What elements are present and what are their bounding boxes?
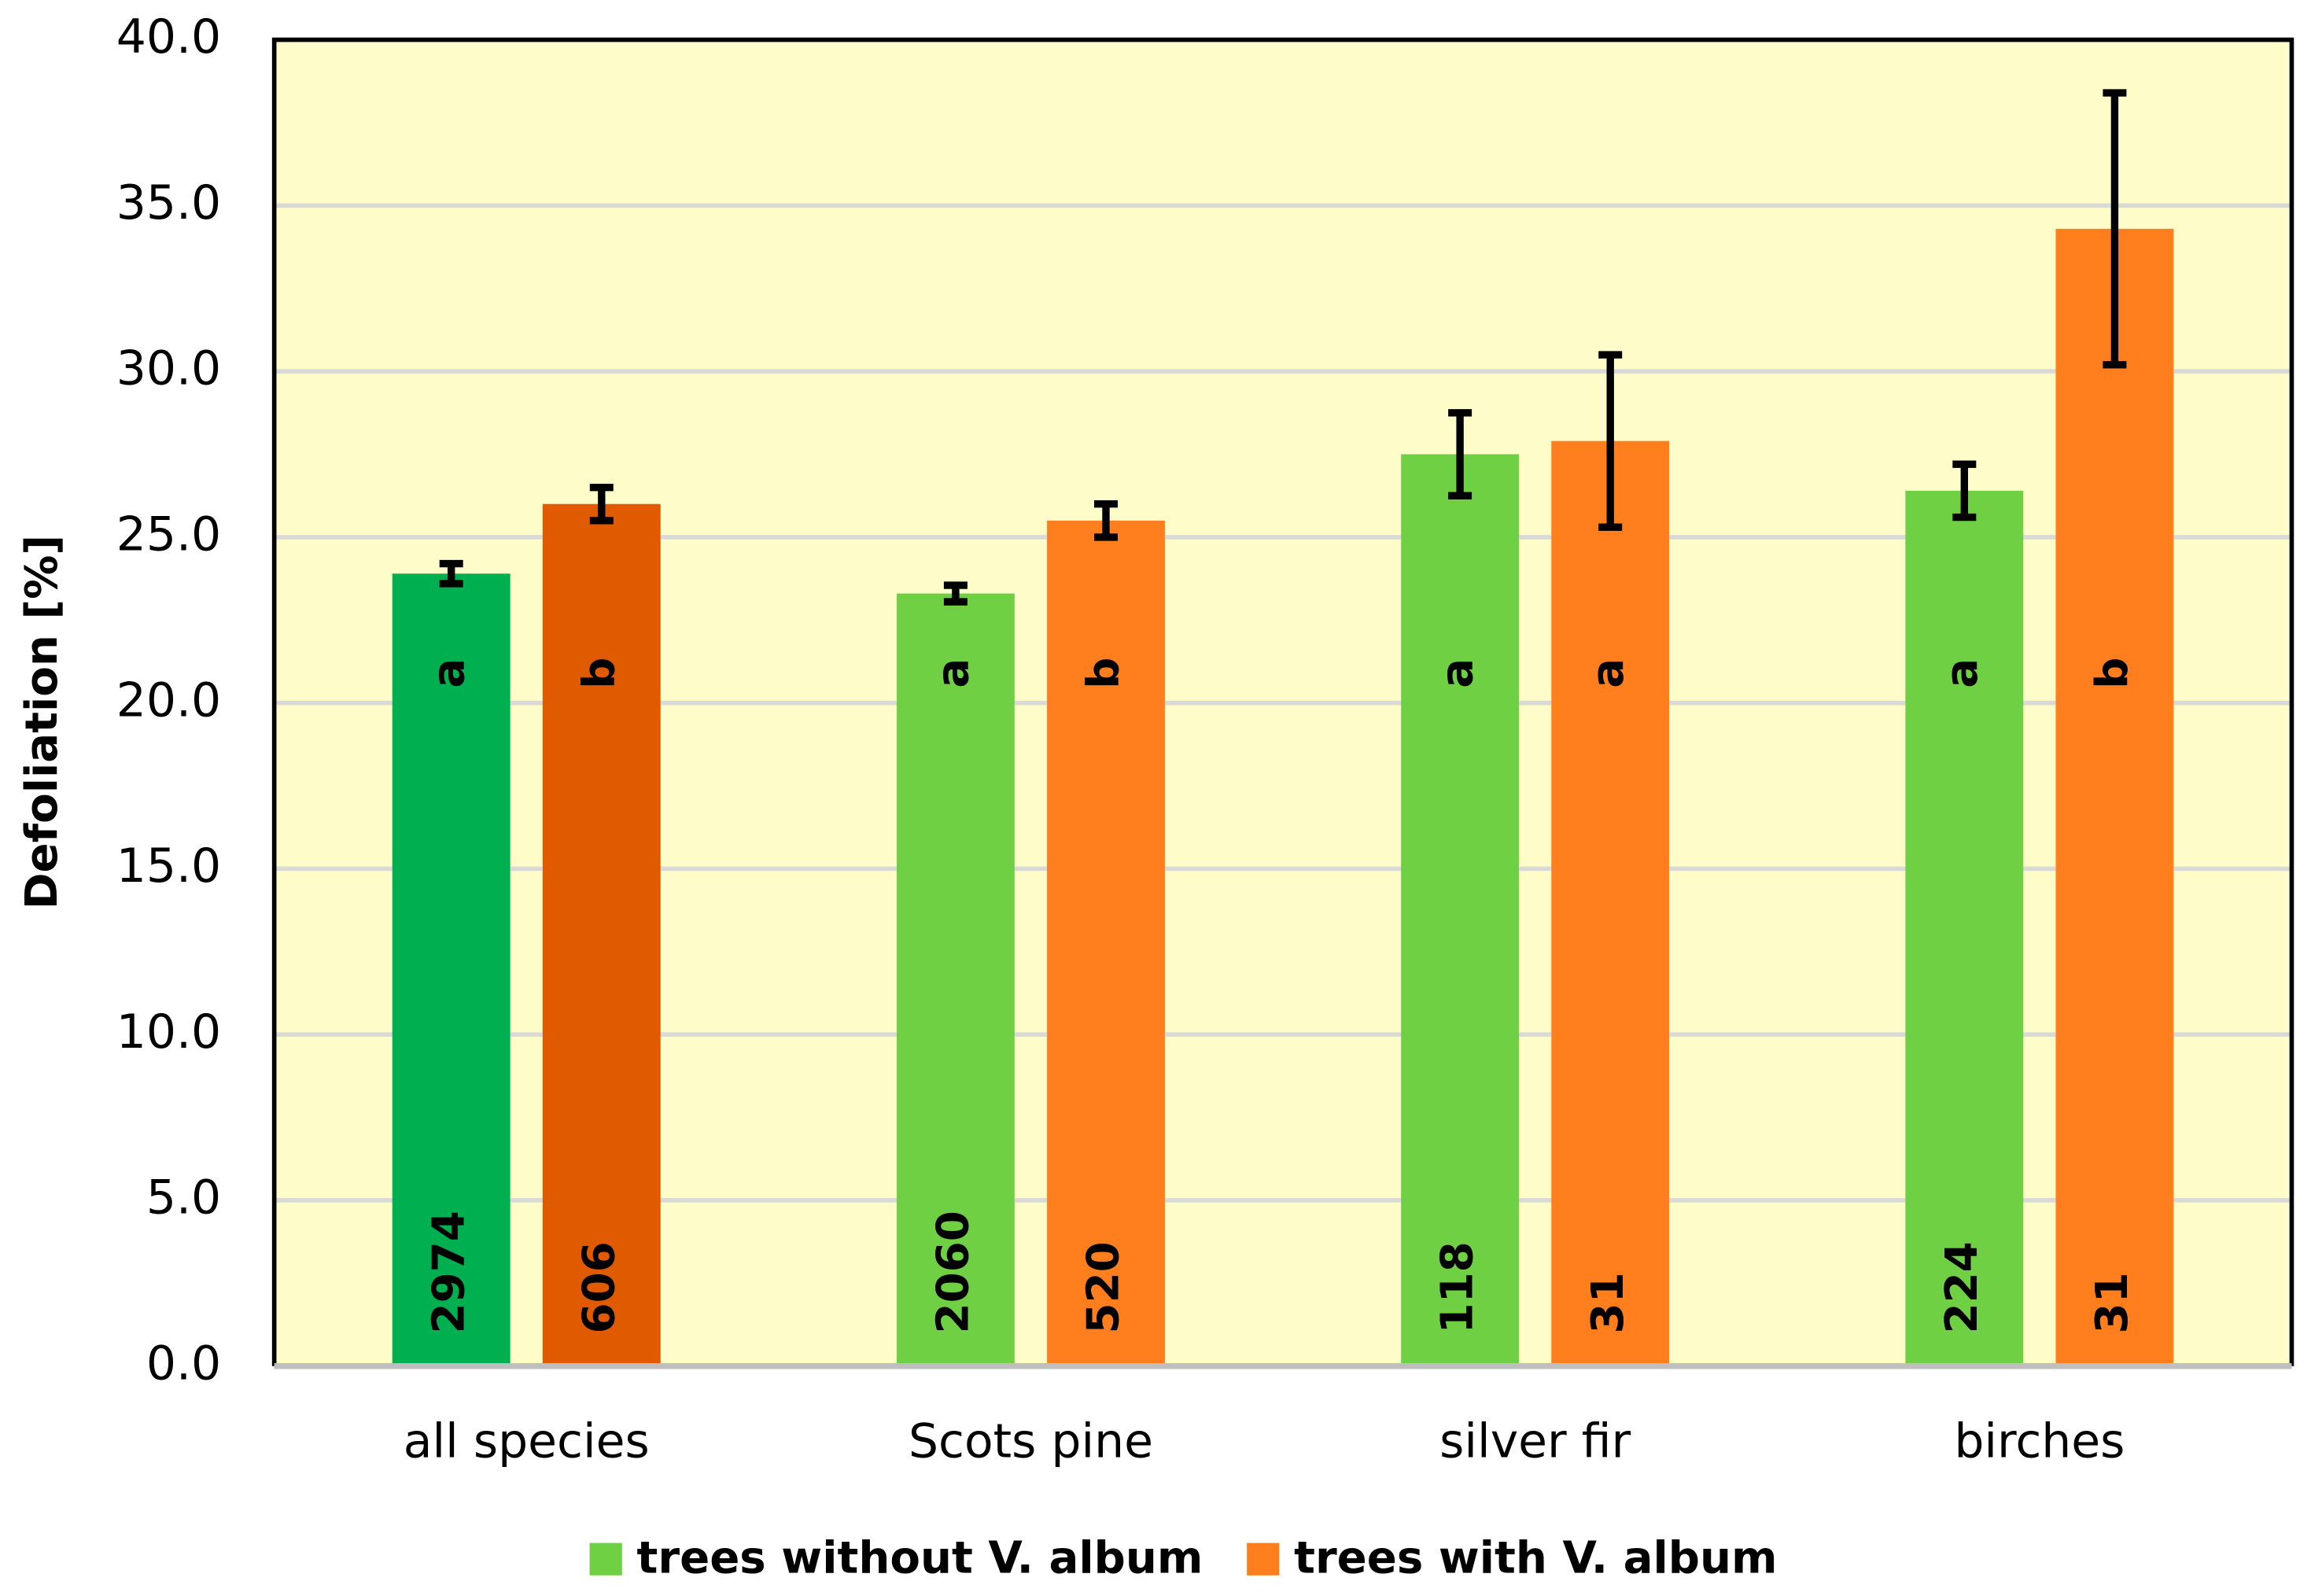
error-bar	[589, 483, 614, 525]
bar	[392, 573, 510, 1366]
error-bar	[439, 559, 463, 588]
legend-label: trees without V. album	[637, 1533, 1203, 1584]
y-tick-label: 0.0	[146, 1336, 221, 1391]
y-tick-label: 10.0	[116, 1004, 221, 1060]
y-tick-label: 30.0	[116, 341, 221, 396]
y-tick-label: 25.0	[116, 507, 221, 562]
bar	[1047, 520, 1165, 1366]
x-tick-label: birches	[1954, 1414, 2125, 1469]
sample-size: 31	[1583, 1272, 1634, 1333]
legend-swatch	[589, 1543, 622, 1576]
error-bar	[1952, 460, 1977, 522]
bar	[2055, 228, 2174, 1366]
significance-letter: a	[1937, 658, 1988, 688]
error-bar	[1094, 500, 1118, 541]
error-bar	[1598, 351, 1623, 531]
y-axis-title: Defoliation [%]	[17, 535, 68, 909]
bar	[542, 503, 661, 1366]
significance-letter: a	[423, 658, 474, 688]
bar	[896, 593, 1015, 1366]
y-tick-label: 35.0	[116, 175, 221, 230]
x-tick-label: Scots pine	[909, 1414, 1153, 1469]
sample-size: 31	[2087, 1272, 2138, 1333]
y-tick-label: 20.0	[116, 673, 221, 728]
significance-letter: b	[2087, 658, 2138, 689]
y-tick-label: 15.0	[116, 839, 221, 894]
sample-size: 606	[573, 1241, 625, 1333]
significance-letter: b	[1078, 658, 1130, 689]
error-bar	[2103, 89, 2127, 369]
sample-size: 2974	[423, 1211, 474, 1333]
x-tick-label: silver fir	[1439, 1414, 1631, 1469]
legend-swatch	[1247, 1543, 1280, 1576]
error-bar	[943, 581, 968, 606]
y-tick-label: 40.0	[116, 9, 221, 65]
significance-letter: b	[573, 658, 625, 689]
x-tick-label: all species	[404, 1414, 650, 1469]
plot-border	[271, 37, 2294, 1366]
significance-letter: a	[1583, 658, 1634, 688]
significance-letter: a	[928, 658, 979, 688]
sample-size: 520	[1078, 1241, 1130, 1333]
bar	[1401, 454, 1520, 1366]
y-tick-label: 5.0	[146, 1170, 221, 1226]
bar	[1551, 440, 1670, 1366]
sample-size: 118	[1432, 1241, 1484, 1333]
error-bar	[1448, 409, 1472, 499]
sample-size: 224	[1937, 1241, 1988, 1333]
bar	[1905, 490, 2024, 1366]
legend-label: trees with V. album	[1294, 1533, 1777, 1584]
significance-letter: a	[1432, 658, 1484, 688]
sample-size: 2060	[928, 1211, 979, 1333]
